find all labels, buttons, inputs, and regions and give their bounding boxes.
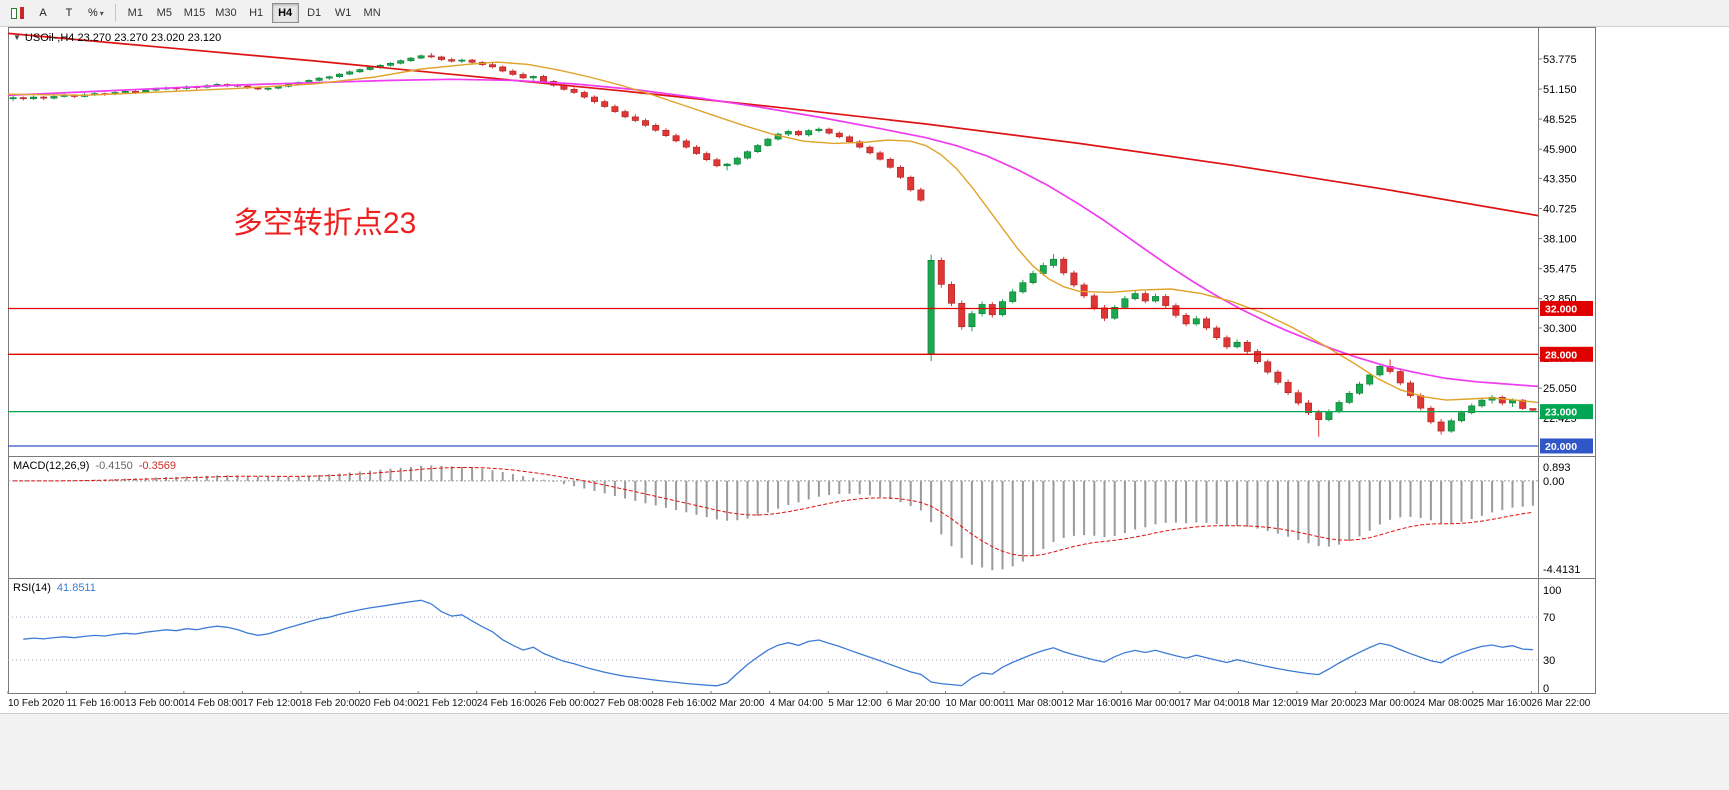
crosshair-tool-button[interactable]: A xyxy=(31,3,55,24)
time-axis-label: 20 Feb 04:00 xyxy=(359,698,419,709)
status-strip xyxy=(0,713,1729,790)
time-axis-label: 6 Mar 20:00 xyxy=(886,698,941,709)
svg-text:32.000: 32.000 xyxy=(1545,303,1577,315)
one-click-trading-icon[interactable]: ▼ xyxy=(13,33,21,42)
macd-axis-label: 0.00 xyxy=(1543,476,1564,488)
rsi-axis-label: 0 xyxy=(1543,683,1549,695)
rsi-axis-label: 70 xyxy=(1543,612,1555,624)
timeframe-button-w1[interactable]: W1 xyxy=(330,3,357,23)
chart-window: 53.775 51.150 48.525 45.900 43.350 40.725 38.1… xyxy=(0,27,1729,790)
price-tick-label: 53.775 xyxy=(1543,54,1577,66)
macd-layer: 0.893 0.00 -4.4131 xyxy=(8,462,1580,576)
time-axis-label: 4 Mar 04:00 xyxy=(769,698,824,709)
toolbar-tools: A T% ▾ xyxy=(5,3,109,24)
ohlc-values: 23.270 23.270 23.020 23.120 xyxy=(77,32,222,44)
svg-text:20.000: 20.000 xyxy=(1545,441,1577,453)
svg-text:28.000: 28.000 xyxy=(1545,349,1577,361)
timeframe-button-d1[interactable]: D1 xyxy=(301,3,328,23)
time-axis-label: 12 Mar 16:00 xyxy=(1062,698,1122,709)
chart-canvas[interactable]: 53.775 51.150 48.525 45.900 43.350 40.725 38.1… xyxy=(0,27,1729,790)
macd-name: MACD(12,26,9) xyxy=(13,460,90,472)
price-tick-label: 48.525 xyxy=(1543,114,1577,126)
price-badge-32.000[interactable] xyxy=(1540,300,1593,316)
toolbar: A T% ▾ M1 M5 M15 M30 H1 H4 D1 W1 MN xyxy=(0,0,1729,27)
rsi-value: 41.8511 xyxy=(56,582,96,594)
price-badge-28.000[interactable] xyxy=(1540,346,1593,362)
annotation-text[interactable]: 多空转折点23 xyxy=(233,207,416,240)
rsi-line xyxy=(23,599,1533,687)
price-badge-20.000[interactable] xyxy=(1540,438,1593,454)
text-tool-button[interactable]: T xyxy=(57,3,81,24)
time-axis-label: 10 Feb 2020 xyxy=(8,698,65,709)
ma-lines-layer xyxy=(7,32,1539,404)
time-axis-label: 13 Feb 00:00 xyxy=(125,698,185,709)
timeframe-button-h1[interactable]: H1 xyxy=(243,3,270,23)
svg-text:23.000: 23.000 xyxy=(1545,407,1577,419)
time-axis-label: 11 Mar 08:00 xyxy=(1004,698,1063,709)
time-axis-label: 18 Feb 20:00 xyxy=(300,698,360,709)
time-axis-label: 18 Mar 12:00 xyxy=(1238,698,1298,709)
time-axis-label: 17 Mar 04:00 xyxy=(1179,698,1239,709)
price-tick-label: 25.050 xyxy=(1543,383,1577,395)
toolbar-separator xyxy=(114,4,116,22)
timeframe-button-h4[interactable]: H4 xyxy=(271,3,299,23)
price-tick-label: 30.300 xyxy=(1543,323,1577,335)
rsi-axis-label: 100 xyxy=(1543,585,1561,597)
timeframe-button-m30[interactable]: M30 xyxy=(211,3,240,23)
time-axis-label: 28 Feb 16:00 xyxy=(652,698,712,709)
time-axis-label: 23 Mar 00:00 xyxy=(1355,698,1415,709)
ma-fast xyxy=(7,61,1539,404)
symbol-period-label: USOil-,H4 xyxy=(24,32,75,44)
price-tick-label: 51.150 xyxy=(1543,84,1577,96)
candlestick-chart-button[interactable] xyxy=(5,3,29,24)
price-tick-label: 43.350 xyxy=(1543,173,1577,185)
time-axis-label: 10 Mar 00:00 xyxy=(945,698,1005,709)
time-axis-label: 14 Feb 08:00 xyxy=(183,698,243,709)
candlestick-chart-icon xyxy=(10,7,17,19)
timeframe-button-m15[interactable]: M15 xyxy=(180,3,209,23)
chart-title: ▼ USOil-,H4 23.270 23.270 23.020 23.120 xyxy=(13,32,221,44)
price-tick-label: 40.725 xyxy=(1543,203,1577,215)
time-axis-label: 26 Mar 22:00 xyxy=(1531,698,1591,709)
time-axis-label: 11 Feb 16:00 xyxy=(66,698,125,709)
price-axis[interactable]: 53.775 51.150 48.525 45.900 43.350 40.725 38.1… xyxy=(1538,54,1593,454)
zoom-tool-button[interactable]: % ▾ xyxy=(83,3,109,24)
timeframe-button-m1[interactable]: M1 xyxy=(122,3,149,23)
timeframe-button-m5[interactable]: M5 xyxy=(151,3,178,23)
time-axis-label: 27 Feb 08:00 xyxy=(593,698,653,709)
macd-signal-line xyxy=(13,467,1533,557)
timeframe-buttons: M1 M5 M15 M30 H1 H4 D1 W1 MN xyxy=(122,3,386,23)
timeframe-button-mn[interactable]: MN xyxy=(359,3,386,23)
time-axis-label: 24 Mar 08:00 xyxy=(1414,698,1474,709)
price-badge-23.000[interactable] xyxy=(1540,404,1593,420)
time-axis-label: 2 Mar 20:00 xyxy=(711,698,765,709)
macd-main-value: -0.4150 xyxy=(95,460,133,472)
time-axis-label: 16 Mar 00:00 xyxy=(1121,698,1181,709)
hlines-layer xyxy=(8,307,1538,447)
macd-signal-value: -0.3569 xyxy=(138,460,177,472)
rsi-indicator-label: RSI(14) 41.8511 xyxy=(13,582,96,594)
time-axis-label: 25 Mar 16:00 xyxy=(1472,698,1532,709)
time-axis-label: 5 Mar 12:00 xyxy=(828,698,882,709)
time-axis-label: 17 Feb 12:00 xyxy=(242,698,302,709)
time-axis-label: 26 Feb 00:00 xyxy=(535,698,595,709)
macd-axis-label: -4.4131 xyxy=(1543,564,1580,576)
price-tick-label: 45.900 xyxy=(1543,144,1577,156)
time-axis-label: 21 Feb 12:00 xyxy=(418,698,478,709)
macd-indicator-label: MACD(12,26,9) -0.4150 -0.3569 xyxy=(13,460,176,472)
time-axis[interactable]: 10 Feb 2020 11 Feb 16:00 13 Feb 00:00 14 Fe… xyxy=(0,696,1596,713)
ma-mid xyxy=(7,78,1539,388)
caret-down-icon: ▾ xyxy=(99,8,104,18)
rsi-axis-label: 30 xyxy=(1543,655,1555,667)
price-tick-label: 35.475 xyxy=(1543,264,1577,276)
macd-axis-label: 0.893 xyxy=(1543,462,1571,474)
price-tick-label: 38.100 xyxy=(1543,234,1577,246)
rsi-layer: 100 70 30 0 xyxy=(8,585,1561,695)
ma-slow xyxy=(7,32,1539,217)
time-axis-label: 19 Mar 20:00 xyxy=(1297,698,1356,709)
time-axis-label: 24 Feb 16:00 xyxy=(476,698,536,709)
rsi-name: RSI(14) xyxy=(13,582,51,594)
